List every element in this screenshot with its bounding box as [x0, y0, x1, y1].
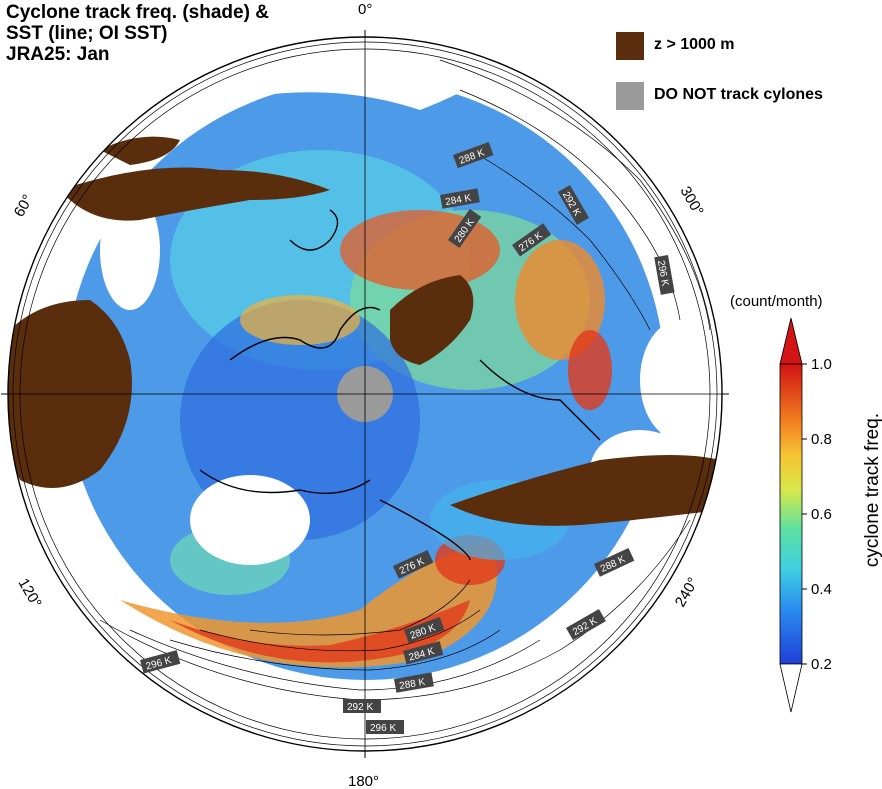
lon-label-300: 300°: [677, 184, 707, 219]
colorbar-tick-label: 0.8: [811, 431, 832, 448]
colorbar-unit: (count/month): [730, 293, 823, 310]
title-line-3: JRA25: Jan: [6, 44, 110, 65]
colorbar-min-arrow: [779, 663, 803, 713]
sst-label: 292 K: [343, 699, 381, 713]
sst-label: 284 K: [440, 188, 480, 209]
colorbar-tick-label: 0.2: [811, 656, 832, 673]
lon-label-120: 120°: [15, 576, 45, 611]
colorbar-max-arrow: [779, 317, 803, 365]
title-line-1: Cyclone track freq. (shade) &: [6, 2, 269, 23]
longitude-ticks: [1, 30, 729, 758]
colorbar-tick-label: 1.0: [811, 356, 832, 373]
colorbar: (count/month) 1.0 0.8 0.6 0.4 0.2 cyclone tr…: [730, 293, 882, 713]
lon-label-180: 180°: [348, 773, 379, 789]
graticule: [8, 37, 722, 751]
sst-contour-labels: 288 K 284 K 280 K 276 K 292 K 296 K 276 …: [140, 142, 675, 734]
sst-label: 296 K: [654, 255, 675, 295]
svg-text:296 K: 296 K: [370, 723, 396, 734]
legend-label-highland: z > 1000 m: [654, 36, 735, 53]
colorbar-tick-label: 0.6: [811, 506, 832, 523]
sst-label: 296 K: [366, 720, 404, 734]
colorbar-label: cyclone track freq.: [862, 413, 882, 567]
map-title: Cyclone track freq. (shade) & SST (line;…: [6, 2, 269, 65]
lon-label-60: 60°: [11, 192, 37, 220]
svg-text:284 K: 284 K: [444, 193, 472, 208]
colorbar-tick-label: 0.4: [811, 581, 832, 598]
svg-text:288 K: 288 K: [398, 677, 426, 692]
no-track-swatch: [616, 82, 644, 110]
lon-label-0: 0°: [358, 1, 372, 18]
colorbar-ticks: 1.0 0.8 0.6 0.4 0.2: [802, 356, 832, 673]
coastlines: [199, 209, 601, 561]
lon-label-240: 240°: [672, 575, 702, 610]
svg-text:296 K: 296 K: [655, 259, 670, 287]
svg-text:292 K: 292 K: [347, 702, 373, 713]
sst-label: 288 K: [394, 672, 434, 693]
title-line-2: SST (line; OI SST): [6, 23, 168, 44]
colorbar-ramp: [779, 363, 803, 665]
legend-label-no-track: DO NOT track cylones: [654, 86, 823, 103]
highland-swatch: [616, 32, 644, 60]
